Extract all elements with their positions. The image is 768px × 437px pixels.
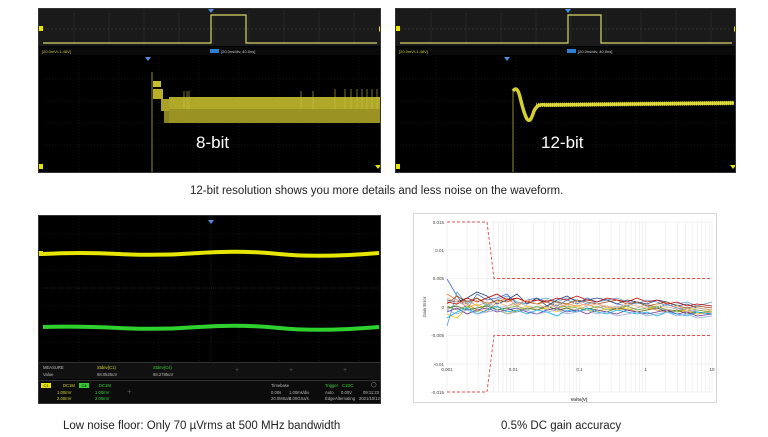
y-tick: 0 bbox=[441, 305, 444, 310]
measure-title[interactable]: MEASURE bbox=[43, 365, 64, 370]
scope-noise-panel: MEASURE Value Stdev(C1) 68.0525uV Stdev(… bbox=[38, 215, 381, 404]
timebase-status: [20.0ns/div, 40.0ns] bbox=[578, 49, 613, 54]
x-axis-label: Volts(V) bbox=[571, 397, 588, 402]
x-tick: 0.1 bbox=[576, 367, 583, 372]
timebase-tag bbox=[567, 49, 576, 53]
gain-error-plot: 0.015 0.01 0.005 0 -0.005 -0.01 -0.015 0… bbox=[422, 220, 715, 402]
resolution-label-8bit: 8-bit bbox=[196, 133, 230, 152]
caption-noise-floor: Low noise floor: Only 70 µVrms at 500 MH… bbox=[63, 420, 341, 432]
x-tick: 10 bbox=[709, 367, 715, 372]
trigger-mode: Auto bbox=[325, 390, 334, 395]
trigger-slope: Alternating bbox=[335, 396, 356, 401]
trigger-level: 0.00V bbox=[341, 390, 352, 395]
clock-date: 2021/10/12 bbox=[359, 396, 380, 401]
measure-item-value: 68.0525uV bbox=[97, 372, 118, 377]
y-tick: -0.005 bbox=[431, 333, 444, 338]
scope-8bit-graticule bbox=[39, 9, 380, 172]
add-measure-icon[interactable]: + bbox=[343, 367, 348, 374]
x-tick: 0.001 bbox=[441, 367, 453, 372]
resolution-label-12bit: 12-bit bbox=[541, 133, 584, 152]
channel-c4-chip[interactable]: C4 bbox=[79, 383, 89, 388]
clock-time: 09:11:23 bbox=[363, 390, 379, 395]
y-tick: 0.005 bbox=[433, 276, 445, 281]
caption-gain-accuracy: 0.5% DC gain accuracy bbox=[501, 420, 622, 432]
channel-c4-offset: 2.00mV bbox=[95, 396, 110, 401]
scope-8bit-panel: [20.0mV/-1.48V] [20.0ns/div, 40.0ns] 8-b… bbox=[38, 8, 381, 173]
caption-resolution: 12-bit resolution shows you more details… bbox=[190, 185, 564, 197]
timebase-memory: 2.00GSa/s bbox=[289, 396, 309, 401]
y-tick: -0.015 bbox=[431, 390, 444, 395]
channel-status: [20.0mV/-1.48V] bbox=[42, 49, 71, 54]
add-channel-icon[interactable]: + bbox=[127, 387, 132, 396]
scope-12bit-graticule bbox=[396, 9, 735, 172]
y-tick: 0.015 bbox=[433, 220, 445, 225]
channel-bar: C1 DC1M 1.00mV 2.00mV C4 DC1M 1.00mV 2.0… bbox=[39, 380, 380, 403]
measure-row-label: Value bbox=[43, 372, 54, 377]
channel-c4-scale: 1.00mV bbox=[95, 390, 110, 395]
gain-error-chart: 0.015 0.01 0.005 0 -0.005 -0.01 -0.015 0… bbox=[413, 213, 717, 403]
trigger-title[interactable]: Trigger bbox=[325, 383, 339, 388]
measure-bar: MEASURE Value Stdev(C1) 68.0525uV Stdev(… bbox=[39, 362, 380, 379]
scope-12bit-panel: [20.0mV/-1.48V] [20.0ns/div, 40.0ns] 12-… bbox=[395, 8, 736, 173]
scope-noise-graticule bbox=[39, 216, 380, 361]
x-tick: 0.01 bbox=[509, 367, 518, 372]
channel-c1-mode: DC1M bbox=[63, 383, 75, 388]
add-measure-icon[interactable]: + bbox=[235, 367, 240, 374]
y-tick: -0.01 bbox=[434, 362, 445, 367]
x-tick: 1 bbox=[645, 367, 648, 372]
timebase-tag bbox=[210, 49, 219, 53]
measure-item-name[interactable]: Stdev(C1) bbox=[97, 365, 116, 370]
channel-status: [20.0mV/-1.48V] bbox=[399, 49, 428, 54]
channel-c4-mode: DC1M bbox=[99, 383, 111, 388]
y-axis-label: Gain Error bbox=[422, 296, 427, 317]
channel-c1-offset: 2.00mV bbox=[57, 396, 72, 401]
timebase-status: [20.0ns/div, 40.0ns] bbox=[221, 49, 256, 54]
timebase-scale: 1.00ms/div bbox=[289, 390, 310, 395]
measure-item-value: 68.2785uV bbox=[153, 372, 174, 377]
y-tick: 0.01 bbox=[435, 248, 444, 253]
add-measure-icon[interactable]: + bbox=[289, 367, 294, 374]
trigger-type: Edge bbox=[325, 396, 335, 401]
trigger-source: C1DC bbox=[342, 383, 354, 388]
timebase-title[interactable]: Timebase bbox=[271, 383, 290, 388]
timebase-delay: 0.00s bbox=[271, 390, 282, 395]
channel-c1-chip[interactable]: C1 bbox=[41, 383, 51, 388]
timebase-sample-rate: 20.0MSa/s bbox=[271, 396, 292, 401]
lock-icon[interactable]: ◯ bbox=[371, 382, 377, 388]
channel-c1-scale: 1.00mV bbox=[57, 390, 72, 395]
measure-item-name[interactable]: Stdev(C4) bbox=[153, 365, 172, 370]
